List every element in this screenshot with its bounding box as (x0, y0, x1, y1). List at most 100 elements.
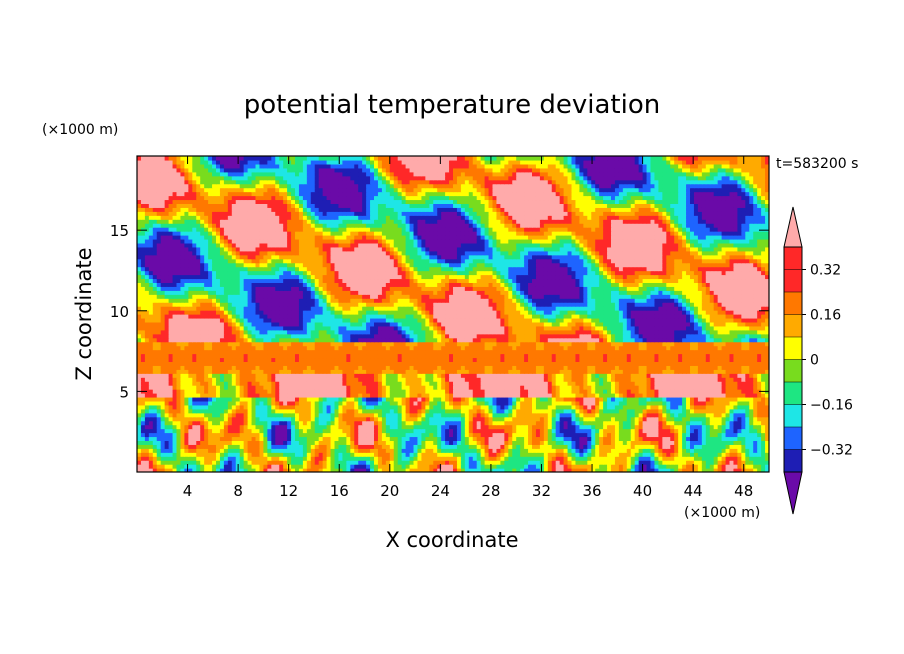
field-cell (646, 464, 652, 469)
field-cell (547, 389, 553, 394)
field-cell (686, 448, 691, 453)
field-cell (223, 396, 229, 402)
field-cell (539, 389, 545, 394)
field-cell (144, 393, 150, 398)
field-cell (468, 440, 474, 445)
field-cell (757, 436, 762, 441)
field-cell (761, 400, 766, 406)
field-cell (516, 400, 521, 406)
field-cell (614, 400, 620, 406)
field-cell (342, 440, 347, 445)
field-cell (709, 444, 715, 449)
field-cell (690, 353, 695, 359)
field-cell (555, 468, 561, 472)
field-cell (322, 373, 328, 378)
field-cell (366, 420, 371, 426)
field-cell (709, 436, 715, 441)
field-cell (295, 369, 300, 374)
field-cell (176, 349, 182, 355)
field-cell (488, 424, 494, 430)
field-cell (271, 357, 276, 362)
field-cell (314, 377, 320, 382)
field-cell (251, 393, 257, 398)
field-cell (156, 464, 162, 469)
field-cell (358, 416, 363, 422)
field-cell (488, 408, 494, 414)
field-cell (255, 373, 261, 378)
field-cell (358, 448, 363, 453)
field-cell (140, 460, 146, 465)
field-cell (322, 412, 328, 418)
field-cell (614, 416, 620, 422)
field-cell (709, 353, 715, 359)
field-cell (342, 408, 347, 414)
field-cell (614, 460, 620, 465)
field-cell (251, 365, 257, 370)
field-cell (429, 428, 434, 434)
field-cell (318, 365, 324, 370)
field-cell (650, 448, 656, 453)
field-cell (381, 396, 387, 402)
field-cell (302, 396, 308, 402)
field-cell (338, 460, 343, 465)
field-cell (397, 424, 403, 430)
field-cell (441, 424, 446, 430)
field-cell (168, 404, 174, 410)
field-cell (267, 365, 272, 370)
field-cell (196, 393, 201, 398)
field-cell (630, 420, 636, 426)
field-cell (575, 416, 580, 422)
field-cell (575, 420, 580, 426)
field-cell (267, 400, 272, 406)
field-cell (555, 420, 561, 426)
field-cell (140, 393, 146, 398)
field-cell (670, 440, 675, 445)
field-cell (504, 349, 509, 355)
field-cell (563, 361, 569, 366)
field-cell (488, 436, 494, 441)
field-cell (472, 393, 478, 398)
field-cell (634, 468, 640, 472)
field-cell (239, 400, 245, 406)
field-cell (184, 353, 189, 359)
field-cell (247, 408, 253, 414)
field-cell (298, 369, 304, 374)
field-cell (354, 361, 359, 366)
field-cell (745, 448, 750, 453)
field-cell (204, 464, 209, 469)
field-cell (417, 404, 422, 410)
field-cell (263, 393, 268, 398)
field-cell (733, 389, 738, 394)
field-cell (243, 464, 249, 469)
field-cell (366, 436, 371, 441)
field-cell (377, 464, 383, 469)
field-cell (650, 349, 656, 355)
field-cell (496, 404, 501, 410)
field-cell (397, 369, 403, 374)
field-cell (638, 377, 644, 382)
field-cell (453, 456, 458, 461)
field-cell (528, 373, 533, 378)
field-cell (385, 448, 391, 453)
field-cell (216, 369, 221, 374)
field-cell (666, 357, 671, 362)
field-cell (512, 456, 517, 461)
field-cell (658, 468, 663, 472)
field-cell (354, 412, 359, 418)
field-cell (524, 412, 529, 418)
field-cell (670, 381, 675, 386)
field-cell (701, 349, 707, 355)
field-cell (551, 444, 557, 449)
field-cell (480, 393, 486, 398)
field-cell (231, 349, 237, 355)
field-cell (484, 389, 490, 394)
field-cell (701, 377, 707, 382)
field-cell (421, 432, 426, 438)
field-cell (535, 420, 541, 426)
field-cell (607, 448, 612, 453)
field-cell (682, 456, 687, 461)
field-cell (472, 416, 478, 422)
field-cell (705, 468, 711, 472)
field-cell (737, 381, 742, 386)
field-cell (682, 357, 687, 362)
